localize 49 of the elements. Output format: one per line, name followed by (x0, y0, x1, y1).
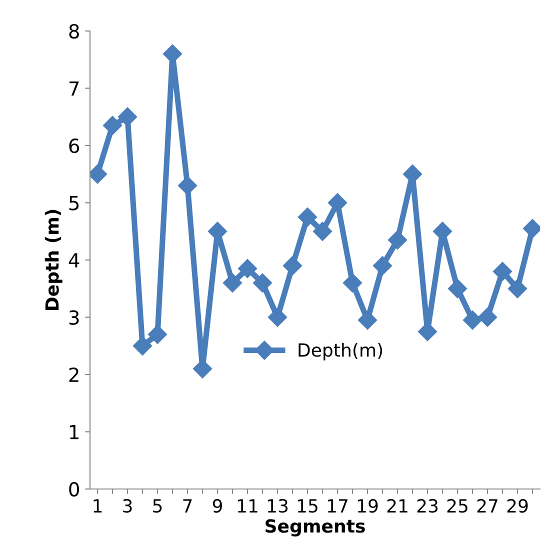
y-tick-label: 5 (69, 196, 79, 210)
y-tick-label: 8 (69, 24, 79, 39)
y-tick-label: 2 (69, 367, 78, 382)
x-tick-label: 13 (268, 499, 288, 513)
x-tick-label: 11 (238, 499, 258, 512)
point (372, 256, 392, 276)
x-tick-label: 27 (477, 499, 498, 512)
x-tick-label: 23 (417, 499, 438, 513)
point (268, 308, 288, 327)
point (252, 273, 272, 292)
point (282, 256, 302, 276)
y-tick-label: 1 (70, 424, 78, 440)
x-tick-label: 3 (123, 499, 132, 513)
x-tick-label: 7 (183, 499, 192, 512)
x-tick-label: 15 (298, 499, 318, 513)
point (298, 208, 318, 227)
point (358, 310, 378, 330)
legend-label: Depth(m) (298, 342, 382, 360)
y-tick-label: 7 (70, 81, 79, 96)
point (102, 116, 122, 135)
x-tick-label: 21 (387, 499, 408, 512)
x-axis-title: Segments (266, 519, 365, 536)
point (478, 308, 498, 327)
x-tick-label: 19 (358, 499, 378, 513)
point (148, 324, 168, 344)
point (492, 262, 512, 281)
x-tick-label: 9 (212, 499, 222, 513)
x-tick-label: 25 (447, 499, 468, 513)
point (448, 279, 468, 298)
x-tick-label: 29 (507, 499, 528, 513)
y-tick-label: 4 (68, 253, 80, 268)
point (388, 230, 408, 250)
y-tick-label: 0 (69, 482, 79, 497)
point (312, 222, 332, 241)
x-tick-label: 5 (153, 499, 162, 513)
point (178, 176, 198, 196)
point (222, 273, 242, 292)
point (462, 310, 482, 330)
y-axis-title: Depth (m) (44, 210, 62, 310)
point (118, 107, 138, 126)
point (238, 259, 258, 278)
y-tick-label: 6 (69, 138, 80, 154)
point (132, 336, 152, 356)
point (508, 279, 528, 298)
point (328, 193, 348, 212)
x-tick-label: 17 (328, 499, 348, 512)
y-tick-label: 3 (69, 310, 79, 325)
point (342, 273, 362, 292)
x-tick-label: 1 (94, 499, 102, 512)
